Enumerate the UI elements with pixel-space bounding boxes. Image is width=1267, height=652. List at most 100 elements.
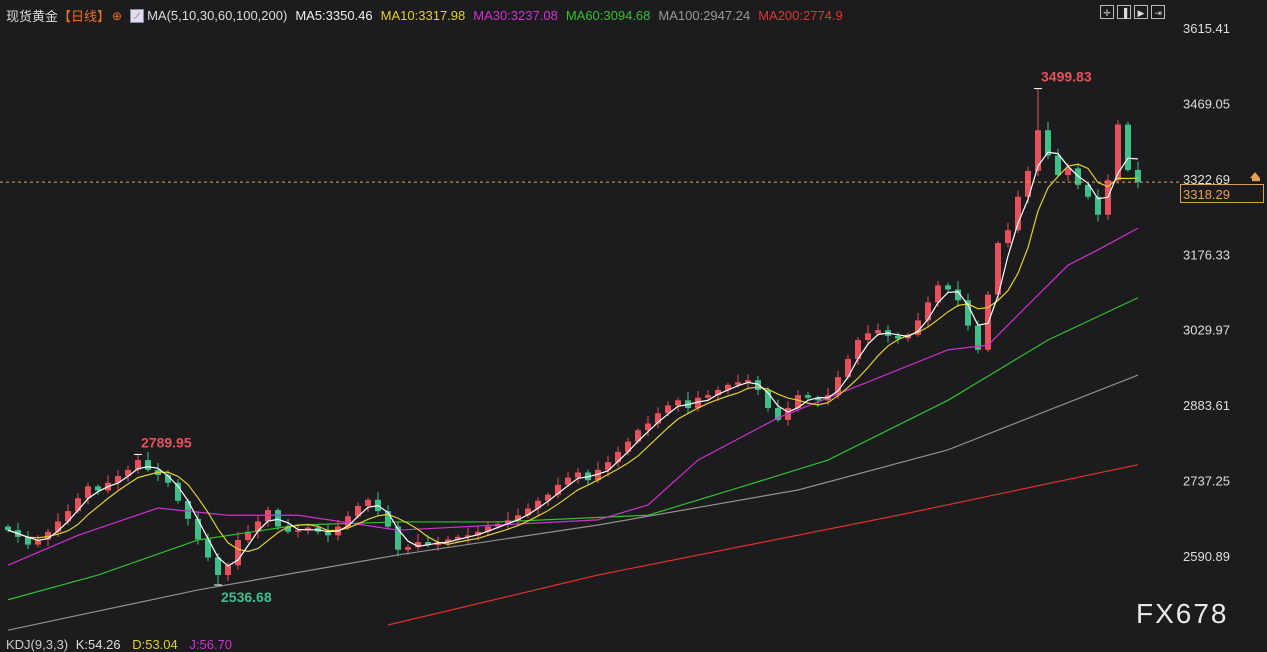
candle [255,516,261,539]
candle [515,508,521,525]
candle-body [1115,124,1121,181]
candle-body [605,462,611,470]
candle-body [135,460,141,470]
y-tick-label: 3469.05 [1183,96,1230,111]
candle [845,354,851,380]
candle-body [1065,168,1071,176]
candle [395,522,401,557]
watermark: FX678 [1136,598,1229,629]
candle-body [845,359,851,378]
candle [125,465,131,482]
symbol-name: 现货黄金 [6,9,59,24]
candle-body [805,395,811,398]
annotations: 2789.95 2536.68 3499.83 [134,69,1092,605]
candle [105,475,111,494]
candle-body [95,486,101,491]
ma10-value: MA10:3317.98 [380,8,466,23]
candle [725,382,731,395]
candle [115,470,121,490]
candle-body [995,243,1001,295]
kdj-label[interactable]: KDJ(9,3,3) [6,637,69,652]
candle-body [915,320,921,335]
low-price-label: 2536.68 [221,589,272,605]
candle-body [755,380,761,390]
candle-body [565,477,571,485]
candle-body [895,335,901,339]
candle-body [665,405,671,414]
ma60-line [7,297,1139,601]
candle-body [835,377,841,396]
candle-body [415,542,421,548]
candle [925,296,931,327]
ma-indicator-icon[interactable]: ⟋ [130,8,145,23]
candle-body [5,526,11,531]
candle-body [185,500,191,519]
ma200-line [387,464,1139,626]
candle-body [175,482,181,501]
candle-body [345,516,351,527]
ma30-line [7,227,1139,566]
candle-body [965,300,971,326]
candle-body [25,536,31,545]
candle-body [505,520,511,524]
candle-body [525,508,531,516]
y-axis: 3615.41 3469.05 3322.69 3176.33 3029.97 2883.… [1183,21,1230,564]
candle-body [1015,196,1021,231]
candle-body [875,330,881,334]
candle [325,523,331,543]
candle [85,482,91,505]
candle-body [975,325,981,350]
candle-body [695,397,701,409]
crosshair-icon[interactable]: ✛ [1100,5,1114,19]
candle [605,455,611,477]
ma100-line [7,374,1139,631]
candle-body [655,413,661,424]
candle-body [1095,196,1101,215]
candle [625,437,631,456]
y-tick-label: 2590.89 [1183,549,1230,564]
candle [45,528,51,547]
play-icon[interactable]: ▶ [1134,5,1148,19]
candle [345,511,351,531]
candle [525,503,531,519]
kdj-d: D:53.04 [132,637,178,652]
candle-body [365,499,371,506]
candle-body [1055,155,1061,176]
candle-body [765,389,771,409]
candle-body [945,285,951,290]
high-price-label: 3499.83 [1041,69,1092,85]
candle [1095,189,1101,222]
bar-start-icon[interactable]: ▐ [1117,5,1131,19]
y-tick-label: 3615.41 [1183,21,1230,36]
candle-body [925,302,931,321]
candle-body [395,526,401,550]
candle-body [865,333,871,340]
candle-body [815,397,821,401]
candle-body [775,408,781,420]
candle-body [545,494,551,501]
add-indicator-icon[interactable]: ⊕ [112,8,123,23]
candle-body [705,395,711,398]
candle-body [65,511,71,522]
candle [195,511,201,545]
candle-body [955,289,961,301]
candle [145,451,151,472]
ma-settings[interactable]: MA(5,10,30,60,100,200) [147,8,288,23]
candle [175,479,181,504]
candle [545,492,551,506]
candle [1005,222,1011,248]
period-selector[interactable]: 【日线】 [58,9,111,24]
candle-body [305,527,311,531]
candle [745,374,751,389]
candle-body [205,539,211,558]
candle-body [245,531,251,540]
candle-body [615,451,621,463]
candle-body [855,339,861,360]
candle-body [455,536,461,540]
candle [5,524,11,533]
bar-end-icon[interactable]: ⇥ [1151,5,1165,19]
candle-body [625,441,631,452]
kdj-indicator: KDJ(9,3,3) K:54.26 D:53.04 J:56.70 [6,637,240,652]
candle-body [635,430,641,442]
